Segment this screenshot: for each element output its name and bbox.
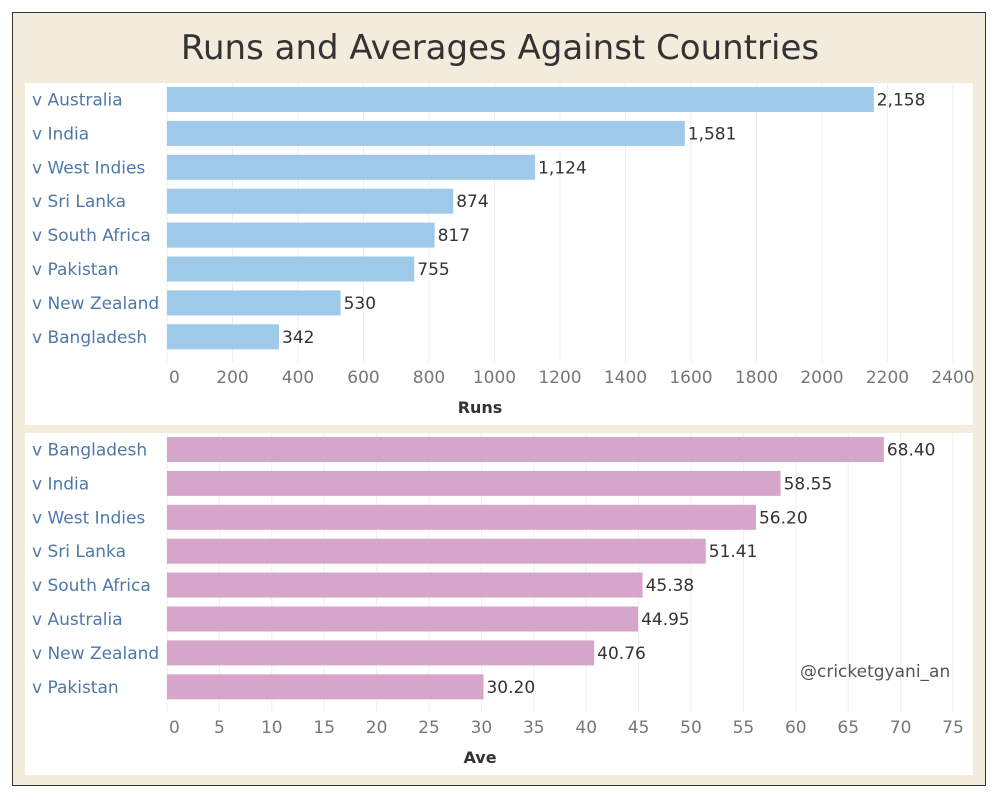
runs-tick-label: 1200 <box>538 368 581 388</box>
ave-value-label: 68.40 <box>887 441 936 461</box>
runs-bar <box>167 324 280 350</box>
ave-bar <box>167 470 781 496</box>
ave-tick-label: 15 <box>313 718 335 738</box>
runs-category-label: v New Zealand <box>32 294 159 314</box>
runs-bar <box>167 120 685 146</box>
ave-panel: v Bangladesh 68.40 v India 58.55 v West Indi… <box>25 433 973 775</box>
runs-tick-label: 2400 <box>931 368 974 388</box>
runs-tick-label: 0 <box>169 368 180 388</box>
watermark: @cricketgyani_an <box>800 662 951 682</box>
runs-bar <box>167 222 435 248</box>
runs-category-label: v Australia <box>32 91 123 111</box>
runs-tick-label: 800 <box>413 368 445 388</box>
runs-tick-label: 400 <box>282 368 314 388</box>
ave-chart: v Bangladesh 68.40 v India 58.55 v West Indi… <box>32 433 964 767</box>
ave-bar <box>167 572 643 598</box>
runs-tick-label: 600 <box>347 368 379 388</box>
ave-axis-title: Ave <box>463 748 496 767</box>
ave-tick-label: 10 <box>261 718 283 738</box>
ave-category-label: v West Indies <box>32 508 145 528</box>
ave-tick-label: 40 <box>575 718 597 738</box>
runs-tick-label: 200 <box>216 368 248 388</box>
ave-tick-label: 20 <box>366 718 388 738</box>
ave-value-label: 58.55 <box>784 474 833 494</box>
ave-bar <box>167 437 884 462</box>
runs-category-label: v Pakistan <box>32 260 119 280</box>
ave-tick-label: 70 <box>890 718 912 738</box>
ave-value-label: 30.20 <box>486 678 535 698</box>
runs-bar <box>167 188 454 214</box>
runs-category-label: v South Africa <box>32 226 151 246</box>
ave-value-label: 44.95 <box>641 610 690 630</box>
runs-category-label: v Sri Lanka <box>32 192 126 212</box>
runs-value-label: 342 <box>282 328 314 348</box>
ave-tick-label: 55 <box>733 718 755 738</box>
ave-tick-label: 35 <box>523 718 545 738</box>
runs-tick-label: 1800 <box>735 368 778 388</box>
ave-category-label: v Bangladesh <box>32 441 147 461</box>
ave-category-label: v Sri Lanka <box>32 542 126 562</box>
runs-axis-title: Runs <box>458 398 503 417</box>
runs-value-label: 1,581 <box>688 124 737 144</box>
ave-value-label: 51.41 <box>709 542 758 562</box>
ave-tick-label: 75 <box>942 718 964 738</box>
runs-tick-label: 2000 <box>800 368 843 388</box>
ave-value-label: 56.20 <box>759 508 808 528</box>
ave-tick-label: 25 <box>418 718 440 738</box>
runs-value-label: 2,158 <box>877 91 926 111</box>
runs-bar <box>167 290 341 316</box>
runs-value-label: 1,124 <box>538 158 587 178</box>
runs-value-label: 874 <box>456 192 488 212</box>
ave-category-label: v New Zealand <box>32 644 159 664</box>
ave-tick-label: 30 <box>471 718 493 738</box>
runs-value-label: 817 <box>438 226 470 246</box>
ave-category-label: v Pakistan <box>32 678 119 698</box>
runs-bar <box>167 154 536 180</box>
runs-tick-label: 2200 <box>866 368 909 388</box>
ave-tick-label: 45 <box>628 718 650 738</box>
ave-category-label: v South Africa <box>32 576 151 596</box>
runs-bar <box>167 256 415 282</box>
ave-bar <box>167 538 706 564</box>
ave-value-label: 40.76 <box>597 644 646 664</box>
runs-category-label: v West Indies <box>32 158 145 178</box>
runs-tick-label: 1400 <box>604 368 647 388</box>
runs-category-label: v Bangladesh <box>32 328 147 348</box>
runs-value-label: 530 <box>344 294 376 314</box>
ave-tick-label: 5 <box>214 718 225 738</box>
runs-tick-label: 1000 <box>473 368 516 388</box>
runs-bar <box>167 87 874 112</box>
runs-tick-label: 1600 <box>669 368 712 388</box>
ave-bar <box>167 674 484 700</box>
runs-chart: v Australia 2,158 v India 1,581 v West Indie… <box>32 83 975 417</box>
ave-value-label: 45.38 <box>646 576 695 596</box>
ave-category-label: v Australia <box>32 610 123 630</box>
page-title: Runs and Averages Against Countries <box>180 28 820 68</box>
runs-panel: v Australia 2,158 v India 1,581 v West Indie… <box>25 83 975 425</box>
ave-bar <box>167 640 595 666</box>
ave-tick-label: 50 <box>680 718 702 738</box>
ave-tick-label: 0 <box>169 718 180 738</box>
ave-tick-label: 60 <box>785 718 807 738</box>
ave-bar <box>167 504 756 530</box>
runs-value-label: 755 <box>417 260 449 280</box>
ave-bar <box>167 606 639 632</box>
runs-category-label: v India <box>32 124 89 144</box>
ave-category-label: v India <box>32 474 89 494</box>
ave-tick-label: 65 <box>837 718 859 738</box>
